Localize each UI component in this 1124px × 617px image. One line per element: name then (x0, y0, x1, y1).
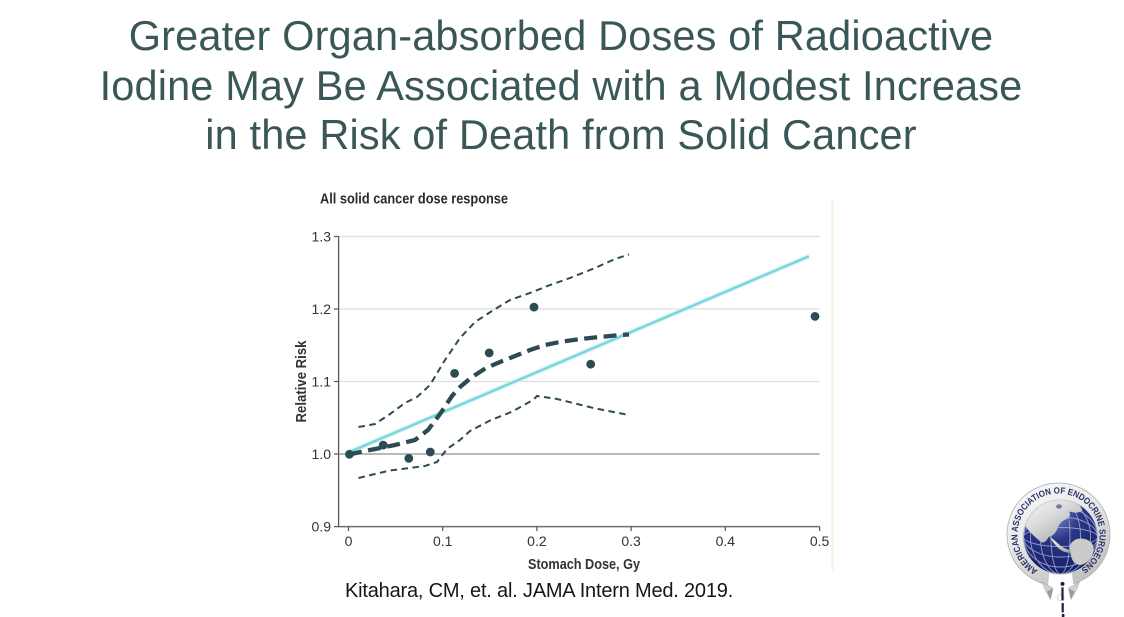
svg-text:1.0: 1.0 (312, 446, 332, 462)
svg-text:0.9: 0.9 (312, 518, 332, 534)
svg-text:0: 0 (345, 533, 353, 549)
svg-text:0.1: 0.1 (433, 533, 453, 549)
svg-text:0.5: 0.5 (810, 533, 830, 549)
svg-text:All solid cancer dose response: All solid cancer dose response (320, 191, 508, 208)
svg-text:Relative Risk: Relative Risk (294, 340, 310, 423)
svg-text:1.1: 1.1 (312, 373, 332, 389)
svg-text:0.3: 0.3 (621, 533, 641, 549)
svg-text:0.4: 0.4 (716, 533, 736, 549)
svg-text:1.3: 1.3 (312, 228, 332, 244)
svg-text:Stomach Dose, Gy: Stomach Dose, Gy (528, 557, 640, 573)
svg-text:Kitahara, CM, et. al. JAMA Int: Kitahara, CM, et. al. JAMA Intern Med. 2… (345, 580, 733, 602)
svg-text:0.2: 0.2 (527, 533, 547, 549)
svg-text:1.2: 1.2 (312, 301, 332, 317)
